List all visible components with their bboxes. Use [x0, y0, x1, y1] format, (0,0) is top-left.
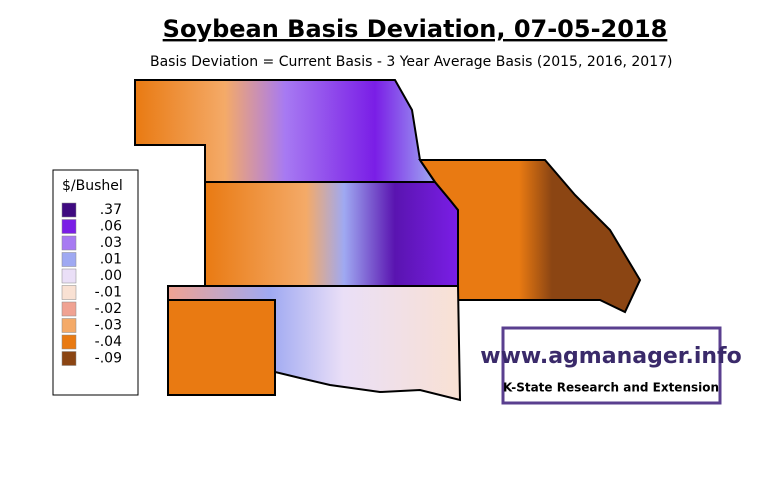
- legend-label: .01: [100, 252, 122, 268]
- logo-url: www.agmanager.info: [480, 344, 741, 369]
- legend-swatch: [61, 202, 77, 218]
- legend-swatch: [61, 268, 77, 284]
- state-missouri: [418, 159, 642, 314]
- subtitle: Basis Deviation = Current Basis - 3 Year…: [150, 54, 672, 70]
- legend-label: .37: [100, 202, 122, 218]
- legend-label: -.03: [95, 318, 122, 334]
- state-nebraska: [134, 79, 437, 183]
- legend-label: .00: [100, 268, 122, 284]
- legend-items: .37.06.03.01.00-.01-.02-.03-.04-.09: [61, 202, 122, 367]
- legend-label: -.01: [95, 285, 122, 301]
- legend-swatch: [61, 219, 77, 234]
- legend-label: -.02: [95, 301, 122, 317]
- logo-org: K-State Research and Extension: [503, 381, 719, 395]
- legend-swatch: [61, 301, 77, 317]
- legend-swatch: [61, 351, 77, 366]
- legend-swatch: [61, 285, 77, 300]
- legend-label: .03: [100, 235, 122, 251]
- legend-label: -.09: [95, 351, 122, 367]
- legend-swatch: [61, 318, 77, 333]
- legend-title: $/Bushel: [62, 178, 123, 194]
- states: [134, 79, 642, 402]
- legend-swatch: [61, 252, 77, 267]
- region-southwest: [167, 299, 276, 396]
- legend-swatch: [61, 235, 77, 251]
- state-kansas: [204, 181, 459, 287]
- title: Soybean Basis Deviation, 07-05-2018: [163, 15, 668, 43]
- legend-swatch: [61, 334, 77, 350]
- legend-label: -.04: [95, 334, 122, 350]
- logo-box: [501, 326, 722, 405]
- legend-label: .06: [100, 219, 122, 235]
